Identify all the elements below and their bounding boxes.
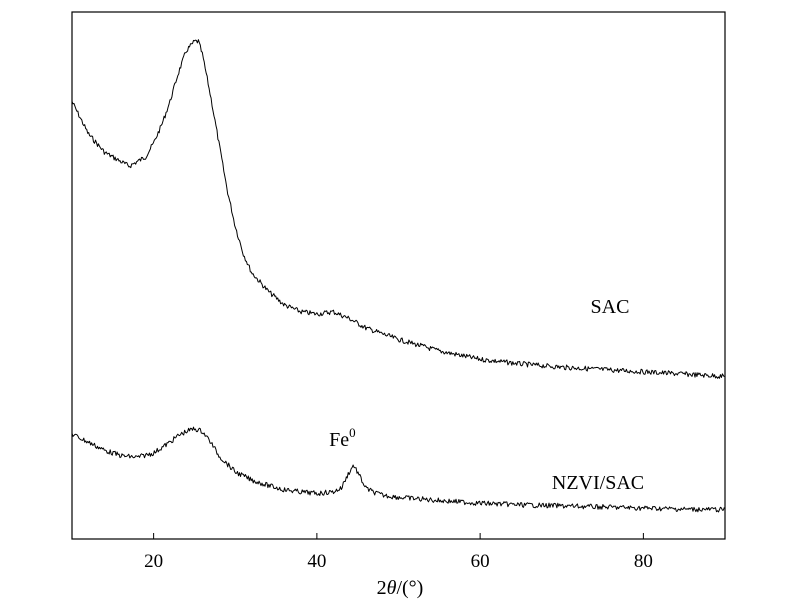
plot-frame — [71, 11, 726, 540]
label-layer: SAC NZVI/SAC Fe0 — [329, 296, 644, 494]
x-axis-label-prefix: 2 — [377, 577, 387, 599]
series-label: SAC — [591, 296, 630, 318]
x-axis-label: 2θ/(°) — [377, 577, 424, 599]
series-label: NZVI/SAC — [552, 472, 644, 494]
x-tick-label: 40 — [307, 551, 326, 572]
x-axis-label-variable: θ — [387, 577, 397, 599]
x-tick-label: 80 — [634, 551, 653, 572]
x-tick-label: 60 — [471, 551, 490, 572]
x-tick-label: 20 — [144, 551, 163, 572]
series-line-nzvi-sac — [71, 426, 725, 513]
series-layer — [71, 39, 725, 513]
x-axis-label-suffix: /(°) — [396, 577, 423, 599]
series-line-sac — [71, 39, 725, 379]
x-axis-ticks: 20 40 60 80 — [144, 533, 653, 572]
fe0-annotation: Fe0 — [329, 425, 356, 451]
